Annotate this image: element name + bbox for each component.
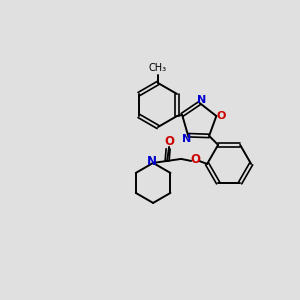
Text: N: N bbox=[147, 155, 157, 168]
Text: N: N bbox=[182, 134, 192, 144]
Text: O: O bbox=[190, 153, 200, 167]
Text: CH₃: CH₃ bbox=[149, 63, 167, 73]
Text: N: N bbox=[197, 95, 206, 105]
Text: O: O bbox=[164, 135, 174, 148]
Text: O: O bbox=[217, 111, 226, 121]
